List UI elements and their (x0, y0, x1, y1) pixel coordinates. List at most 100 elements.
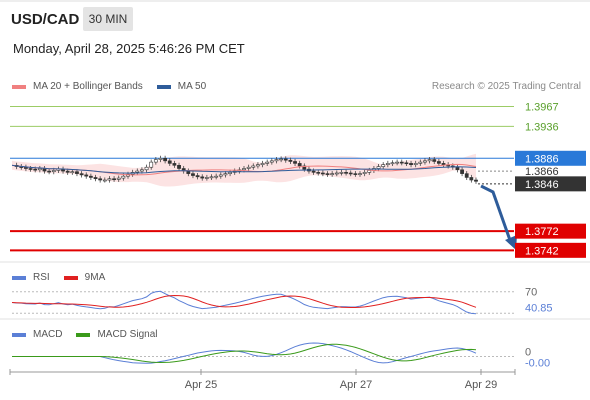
legend-item-ma50: MA 50 (156, 81, 207, 92)
candle-up (107, 178, 112, 181)
candle-up (242, 168, 246, 171)
symbol-title: USD/CAD (11, 11, 80, 28)
candle-down (42, 168, 47, 172)
candle-up (413, 163, 418, 165)
legend-label-macd: MACD (33, 329, 63, 340)
candle-down (24, 166, 28, 169)
candle-up (330, 173, 335, 175)
candle-up (232, 170, 237, 173)
candle-down (409, 163, 413, 165)
legend-label-macd-signal: MACD Signal (97, 329, 158, 340)
candle-down (297, 163, 302, 167)
bollinger-band-area (12, 153, 476, 187)
legend-label-rsi: RSI (33, 272, 50, 283)
candle-down (181, 168, 186, 172)
candle-down (65, 170, 70, 173)
candle-down (112, 178, 116, 181)
candle-up (256, 164, 260, 167)
projection-arrow (480, 184, 517, 250)
candle-up (218, 174, 223, 177)
candle-down (436, 161, 441, 164)
candle-down (84, 174, 89, 177)
candle-down (316, 172, 321, 174)
legend-swatch-ma20 (12, 84, 26, 89)
candle-down (79, 173, 84, 176)
legend-item-9ma: 9MA (63, 272, 105, 283)
x-label: Apr 27 (340, 379, 372, 391)
candle-down (450, 165, 455, 168)
candle-down (191, 173, 195, 176)
candle-down (320, 172, 325, 175)
x-label: Apr 29 (465, 379, 497, 391)
level-label-1.3742-bg (515, 242, 586, 258)
macd-pane: 0-0.00 (12, 342, 550, 370)
legend-item-ma20: MA 20 + Bollinger Bands (12, 81, 143, 92)
level-label-1.3772-bg (515, 223, 586, 239)
rsi-axis-70: 70 (525, 287, 537, 299)
level-label-1.3772: 1.3772 (525, 226, 559, 238)
macd-legend: MACD MACD Signal (12, 329, 171, 340)
candle-down (464, 173, 469, 178)
candle-down (307, 168, 311, 172)
candle-up (265, 161, 270, 164)
candle-up (140, 169, 144, 172)
chart-datetime: Monday, April 28, 2025 5:46:26 PM CET (13, 41, 245, 56)
candle-up (423, 160, 427, 163)
candle-down (302, 165, 307, 170)
candle-up (209, 176, 214, 179)
candle-up (237, 169, 242, 172)
candle-down (195, 175, 200, 178)
level-label-1.3967: 1.3967 (525, 102, 559, 114)
level-lines (10, 106, 514, 252)
level-label-1.3936: 1.3936 (525, 121, 559, 133)
bollinger-bands (12, 153, 476, 187)
ma20-line (11, 163, 477, 176)
candle-up (37, 168, 42, 171)
candle-down (474, 179, 478, 182)
intermediate-level-label: 1.3866 (525, 166, 559, 178)
candle-up (223, 173, 228, 176)
candle-up (279, 158, 284, 161)
x-axis-labels: Apr 25 Apr 27 Apr 29 (185, 369, 497, 391)
candle-up (339, 172, 344, 174)
candle-down (93, 177, 98, 180)
candle-up (116, 177, 121, 180)
price-legend: MA 20 + Bollinger Bands MA 50 (12, 81, 220, 92)
candle-down (432, 159, 437, 162)
candle-down (399, 161, 404, 164)
last-price-tag-bg (515, 176, 586, 192)
candle-up (228, 172, 232, 174)
candle-up (158, 157, 163, 160)
candle-down (311, 170, 316, 173)
legend-item-rsi: RSI (12, 272, 50, 283)
candle-down (61, 168, 65, 172)
legend-swatch-macd (12, 332, 26, 337)
candle-up (367, 170, 372, 173)
level-label-1.3886: 1.3886 (525, 153, 559, 165)
candle-up (153, 159, 158, 163)
macd-value-label: -0.00 (525, 358, 550, 370)
candle-down (88, 175, 93, 178)
candle-down (75, 171, 79, 174)
candle-up (334, 172, 339, 175)
rsi-value-label: 40.85 (525, 302, 553, 314)
rsi-line (11, 290, 477, 315)
candle-down (163, 157, 168, 162)
legend-label-ma50: MA 50 (177, 81, 207, 92)
candle-up (149, 161, 154, 168)
candle-up (56, 168, 61, 171)
rsi-pane: 70 40.85 (11, 287, 553, 315)
candle-down (172, 163, 177, 166)
candle-down (28, 168, 33, 170)
candle-up (381, 164, 386, 167)
candle-down (404, 162, 409, 165)
candle-down (47, 170, 52, 173)
timeframe-badge[interactable]: 30 MIN (83, 7, 133, 31)
candle-up (260, 163, 265, 165)
candle-up (204, 177, 209, 179)
candle-down (293, 161, 297, 164)
candle-down (177, 165, 181, 169)
candle-down (469, 177, 474, 181)
